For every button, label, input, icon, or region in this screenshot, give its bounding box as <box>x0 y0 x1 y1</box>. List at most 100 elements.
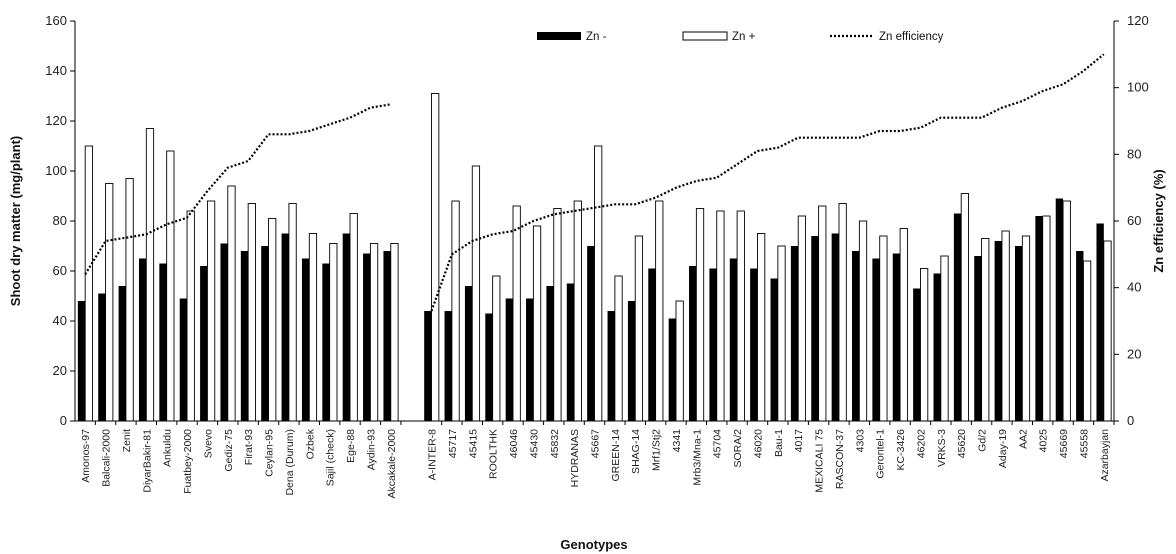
x-tick-label: Akcakale-2000 <box>386 429 398 499</box>
bar-zn-plus <box>736 210 745 422</box>
bar-zn-minus <box>953 213 962 421</box>
legend-label-efficiency: Zn efficiency <box>879 31 944 43</box>
x-tick-label: Gd/2 <box>977 429 989 452</box>
bar-zn-plus <box>227 185 236 422</box>
x-tick-label: 45717 <box>447 429 459 458</box>
bar-zn-plus <box>757 233 766 422</box>
bar-zn-minus <box>1076 251 1084 421</box>
x-tick-label: 46046 <box>508 429 520 458</box>
y-tick-label-left: 60 <box>53 263 67 278</box>
bar-zn-plus <box>247 203 256 422</box>
x-tick-label: AA2 <box>1017 429 1029 449</box>
bar-zn-minus <box>790 246 799 421</box>
y-tick-label-right: 100 <box>1127 80 1149 95</box>
bar-zn-minus <box>668 318 676 421</box>
bar-zn-plus <box>655 200 664 422</box>
y-tick-label-left: 20 <box>53 363 67 378</box>
x-tick-label: Sajil (check) <box>325 429 337 486</box>
x-tick-label: RASCON-37 <box>834 429 846 489</box>
x-tick-label: Ozbek <box>304 428 316 459</box>
bar-zn-plus <box>84 145 93 422</box>
axes: 0 20 40 60 80 100 120 140 160 0 20 40 60 80 100 120 Amon… <box>45 13 1148 498</box>
x-tick-label: 4303 <box>854 429 866 453</box>
bar-zn-minus <box>648 268 656 421</box>
bar-zn-minus <box>179 298 188 421</box>
bar-zn-plus <box>1103 240 1112 422</box>
bar-zn-minus <box>118 286 126 421</box>
bar-zn-plus <box>838 203 847 422</box>
x-tick-label: 45620 <box>956 429 968 458</box>
y-tick-label-left: 160 <box>45 13 67 28</box>
legend-label-zn-minus: Zn - <box>586 31 607 43</box>
bar-zn-plus <box>695 208 705 422</box>
x-tick-label: Amonos-97 <box>80 429 92 483</box>
x-tick-label: SORA/2 <box>732 429 744 468</box>
bar-zn-minus <box>240 251 249 421</box>
bar-zn-minus <box>709 268 717 421</box>
x-tick-label: Ceylan-95 <box>264 429 276 477</box>
bar-zn-minus <box>363 253 371 421</box>
bar-zn-minus <box>342 233 351 421</box>
bar-zn-plus <box>920 268 929 422</box>
bar-zn-plus <box>940 255 949 422</box>
bar-zn-plus <box>492 275 501 422</box>
bar-zn-plus <box>1021 235 1031 422</box>
x-tick-label: Firat-93 <box>243 429 255 465</box>
bar-zn-plus <box>634 235 644 422</box>
x-tick-label: KC-3426 <box>895 429 907 471</box>
bar-zn-plus <box>797 215 807 422</box>
x-tick-label: Mrf1/Stj2 <box>651 429 663 471</box>
bar-zn-plus <box>614 275 623 422</box>
bar-zn-plus <box>390 243 399 422</box>
x-tick-label: Ankuldu <box>162 429 174 467</box>
y-tick-label-left: 100 <box>45 163 67 178</box>
y-tick-label-left: 80 <box>53 213 67 228</box>
bar-zn-plus <box>166 150 175 422</box>
bar-zn-plus <box>1082 260 1092 422</box>
bar-zn-plus <box>716 210 725 422</box>
x-tick-label: Aydin-93 <box>365 429 377 470</box>
bar-zn-minus <box>77 301 86 421</box>
y-axis-left-title: Shoot dry matter (mg/plant) <box>8 136 23 306</box>
bar-zn-plus <box>899 228 908 422</box>
bar-zn-minus <box>689 266 697 421</box>
bar-zn-plus <box>329 243 338 422</box>
x-tick-label: GREEN-14 <box>610 429 622 482</box>
efficiency-lines <box>84 53 1105 312</box>
y-axis-right-title: Zn efficiency (%) <box>1151 169 1166 272</box>
bar-zn-minus <box>464 286 473 421</box>
x-tick-label: 45832 <box>549 429 561 458</box>
x-tick-label: 46202 <box>915 429 927 458</box>
bar-zn-minus <box>138 258 147 421</box>
bar-zn-plus <box>532 225 542 422</box>
bar-zn-plus <box>1062 200 1071 422</box>
bar-zn-minus <box>485 313 493 421</box>
bar-zn-plus <box>512 205 521 422</box>
bar-zn-plus <box>594 145 603 422</box>
bar-zn-plus <box>858 220 868 422</box>
x-tick-label: 45415 <box>467 429 479 458</box>
x-tick-label: A-INTER-8 <box>427 429 439 480</box>
x-tick-label: Azarbayjan <box>1099 429 1111 482</box>
x-tick-label: Aday-19 <box>997 429 1009 468</box>
x-tick-label: SHAG-14 <box>630 429 642 474</box>
bar-zn-minus <box>301 258 310 421</box>
bar-zn-minus <box>566 283 575 421</box>
x-tick-label: Zenit <box>121 429 133 452</box>
x-tick-label: Bau-1 <box>773 429 785 457</box>
bar-zn-minus <box>994 241 1002 421</box>
bar-zn-plus <box>431 93 440 422</box>
bar-zn-minus <box>811 236 819 421</box>
x-tick-label: 45667 <box>590 429 602 458</box>
x-tick-label: Svevo <box>202 429 214 458</box>
bar-zn-minus <box>98 293 106 421</box>
bar-zn-minus <box>607 311 615 421</box>
x-tick-label: Balcali-2000 <box>101 429 113 487</box>
bar-zn-minus <box>444 311 452 421</box>
bar-zn-minus <box>933 273 941 421</box>
bar-zn-minus <box>281 233 289 421</box>
bar-zn-minus <box>200 266 208 421</box>
x-tick-label: 4341 <box>671 429 683 453</box>
x-tick-label: 45704 <box>712 429 724 458</box>
